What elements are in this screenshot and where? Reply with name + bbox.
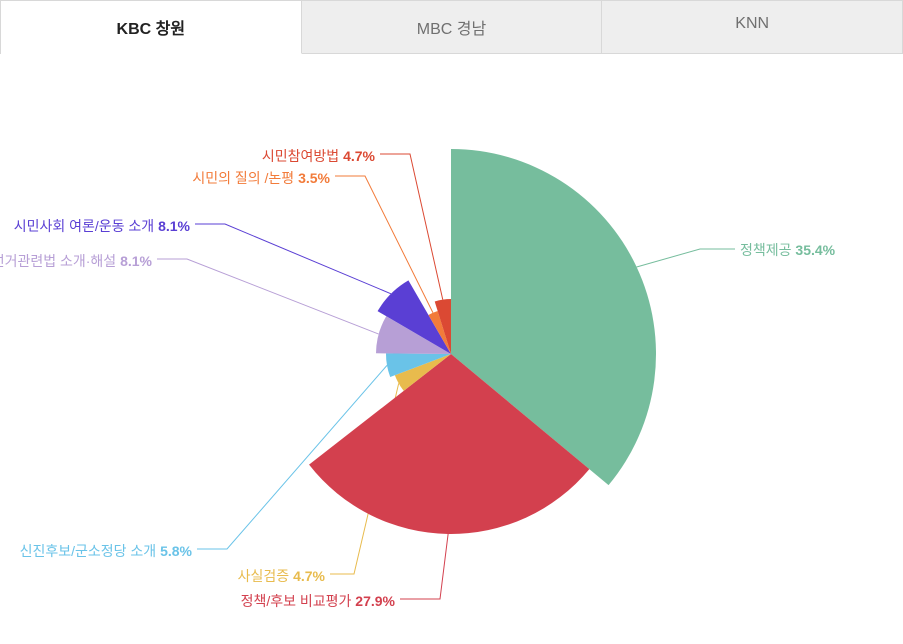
tab-label: KNN: [735, 15, 769, 32]
slice-label: 선거관련법 소개·해설 8.1%: [0, 251, 152, 271]
slice-label-pct: 27.9%: [355, 593, 395, 609]
slice-label-text: 시민의 질의 /논평: [192, 170, 298, 186]
slice-label-text: 정책/후보 비교평가: [241, 593, 356, 609]
pie-chart: 정책제공 35.4% 정책/후보 비교평가 27.9% 사실검증 4.7% 신진후보/…: [0, 54, 903, 644]
slice-label-pct: 5.8%: [160, 543, 192, 559]
tab-label: MBC 경남: [417, 21, 486, 38]
slice-label: 시민사회 여론/운동 소개 8.1%: [14, 216, 190, 236]
slice-label: 시민참여방법 4.7%: [262, 146, 375, 166]
slice-label: 정책/후보 비교평가 27.9%: [241, 591, 395, 611]
leader-line: [157, 259, 379, 334]
leader-line: [380, 154, 443, 300]
slice-label-text: 시민사회 여론/운동 소개: [14, 218, 158, 234]
slice-label-pct: 4.7%: [343, 148, 375, 164]
tab-mbc[interactable]: MBC 경남: [302, 1, 603, 53]
slice-label: 사실검증 4.7%: [238, 566, 325, 586]
slice-label-text: 시민참여방법: [262, 148, 343, 164]
tab-knn[interactable]: KNN: [602, 1, 902, 53]
slice-label: 정책제공 35.4%: [740, 240, 835, 260]
slice-label-text: 사실검증: [238, 568, 293, 584]
leader-line: [400, 534, 448, 599]
slice-label-text: 선거관련법 소개·해설: [0, 253, 120, 269]
slice-label-pct: 8.1%: [120, 253, 152, 269]
tab-bar: KBC 창원 MBC 경남 KNN: [0, 0, 903, 54]
slice-label: 신진후보/군소정당 소개 5.8%: [20, 541, 192, 561]
leader-line: [195, 224, 391, 294]
slice-label-pct: 3.5%: [298, 170, 330, 186]
leader-line: [637, 249, 735, 267]
slice-label-pct: 4.7%: [293, 568, 325, 584]
slice-label: 시민의 질의 /논평 3.5%: [192, 168, 330, 188]
tab-label: KBC 창원: [117, 21, 186, 38]
slice-label-pct: 8.1%: [158, 218, 190, 234]
slice-label-text: 신진후보/군소정당 소개: [20, 543, 160, 559]
slice-label-pct: 35.4%: [795, 242, 835, 258]
tab-kbc[interactable]: KBC 창원: [1, 1, 302, 54]
slice-label-text: 정책제공: [740, 242, 795, 258]
leader-line: [335, 176, 433, 313]
